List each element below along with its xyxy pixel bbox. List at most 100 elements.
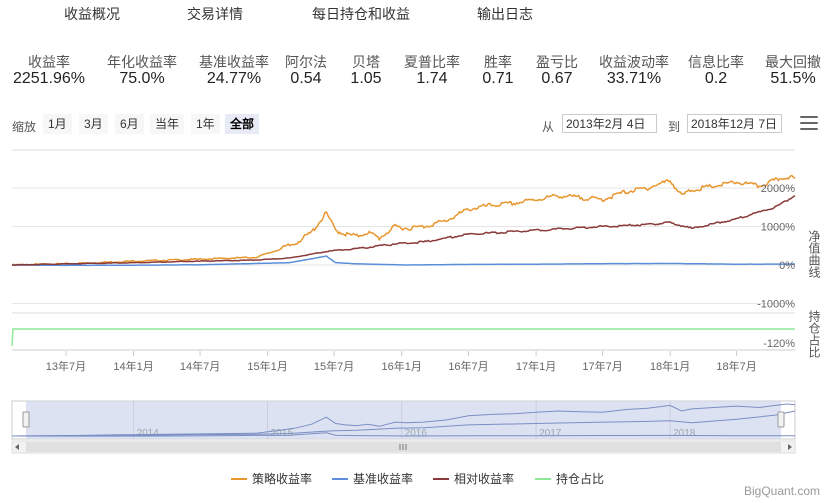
to-date-input[interactable]: 2018年12月 7日	[687, 114, 782, 133]
x-tick-label: 18年1月	[650, 359, 690, 373]
zoom-button-all[interactable]: 全部	[225, 114, 260, 134]
x-tick-label: 16年7月	[448, 359, 488, 373]
metric-label: 胜率	[484, 54, 512, 70]
metric-beta: 贝塔 1.05	[342, 52, 390, 88]
metric-value: 1.05	[350, 70, 382, 87]
to-label: 到	[668, 120, 681, 134]
navigator[interactable]: 2014 2015 2016 2017 2018	[11, 400, 796, 454]
legend-item-relative[interactable]: 相对收益率	[433, 470, 514, 487]
metric-value: 33.71%	[606, 70, 662, 87]
x-tick-label: 15年7月	[314, 359, 354, 373]
navigator-series-1	[11, 432, 795, 437]
zoom-label: 缩放	[12, 120, 37, 134]
tab-output-log[interactable]: 输出日志	[477, 6, 533, 22]
metric-sharpe: 夏普比率 1.74	[400, 52, 464, 88]
metric-alpha: 阿尔法 0.54	[280, 52, 332, 88]
metric-value: 75.0%	[119, 70, 165, 87]
metric-label: 基准收益率	[199, 54, 269, 70]
metric-volatility: 收益波动率 33.71%	[596, 52, 672, 88]
top-panel-ylabel: 净值曲线	[807, 230, 821, 278]
legend-swatch	[535, 477, 551, 480]
legend-label: 持仓占比	[556, 472, 605, 486]
metric-label: 信息比率	[688, 54, 744, 70]
metric-profit-loss-ratio: 盈亏比 0.67	[532, 52, 582, 88]
scroll-right-icon	[788, 444, 792, 450]
legend-label: 相对收益率	[454, 472, 515, 486]
series-line-1	[11, 255, 795, 267]
metric-label: 盈亏比	[536, 54, 578, 70]
zoom-button-1y[interactable]: 1年	[191, 114, 220, 134]
metric-label: 收益率	[28, 54, 70, 70]
metric-label: 收益波动率	[599, 54, 669, 70]
metric-value: 51.5%	[770, 70, 816, 87]
tab-return-overview[interactable]: 收益概况	[64, 6, 120, 22]
x-tick-label: 17年1月	[516, 359, 556, 373]
x-tick-label: 15年1月	[247, 359, 287, 373]
metric-annual-return: 年化收益率 75.0%	[100, 52, 184, 88]
metric-value: 2251.96%	[12, 70, 86, 87]
y-tick-label: -120%	[763, 338, 795, 350]
metric-max-drawdown: 最大回撤 51.5%	[760, 52, 826, 88]
metric-value: 1.74	[416, 70, 448, 87]
navigator-series-0	[11, 403, 796, 437]
navigator-left-handle[interactable]	[22, 411, 30, 428]
navigator-series-2	[11, 410, 796, 437]
tab-bar: 收益概况 交易详情 每日持仓和收益 输出日志	[0, 0, 835, 26]
legend-label: 基准收益率	[353, 472, 414, 486]
y-tick-label: -1000%	[757, 299, 795, 311]
zoom-button-ytd[interactable]: 当年	[150, 114, 185, 134]
tab-trade-details[interactable]: 交易详情	[187, 6, 243, 22]
metric-win-rate: 胜率 0.71	[476, 52, 520, 88]
x-tick-label: 13年7月	[46, 359, 86, 373]
bottom-panel: -120%	[11, 312, 795, 351]
tab-daily-positions[interactable]: 每日持仓和收益	[312, 6, 410, 22]
metric-info-ratio: 信息比率 0.2	[684, 52, 748, 88]
legend-item-strategy[interactable]: 策略收益率	[231, 470, 312, 487]
navigator-year-label: 2018	[673, 428, 696, 439]
metric-label: 最大回撤	[765, 54, 821, 70]
metric-value: 24.77%	[206, 70, 262, 87]
metric-value: 0.67	[541, 70, 573, 87]
series-line-0	[11, 174, 796, 266]
metric-benchmark-return: 基准收益率 24.77%	[192, 52, 276, 88]
from-date-input[interactable]: 2013年2月 4日	[562, 114, 657, 133]
zoom-button-3m[interactable]: 3月	[79, 114, 108, 134]
range-toolbar: 缩放 1月 3月 6月 当年 1年 全部 从 2013年2月 4日 到 2018…	[0, 113, 835, 137]
x-tick-label: 18年7月	[716, 359, 756, 373]
metric-label: 年化收益率	[107, 54, 177, 70]
position-line	[11, 328, 795, 347]
navigator-year-label: 2017	[539, 428, 562, 439]
y-tick-label: 1000%	[761, 222, 795, 234]
x-tick-label: 14年7月	[180, 359, 220, 373]
metric-value: 0.54	[290, 70, 322, 87]
metrics-row: 收益率 2251.96% 年化收益率 75.0% 基准收益率 24.77% 阿尔法 0.…	[0, 52, 835, 92]
navigator-right-handle[interactable]	[777, 411, 785, 428]
legend-swatch	[332, 477, 348, 480]
metric-label: 夏普比率	[404, 54, 460, 70]
metric-value: 0.2	[704, 70, 728, 87]
legend-label: 策略收益率	[252, 472, 313, 486]
zoom-button-6m[interactable]: 6月	[115, 114, 144, 134]
legend-item-benchmark[interactable]: 基准收益率	[332, 470, 413, 487]
navigator-year-label: 2014	[137, 428, 160, 439]
x-tick-label: 16年1月	[381, 359, 421, 373]
top-panel-grid	[12, 149, 795, 304]
navigator-year-label: 2016	[405, 428, 428, 439]
credit-link[interactable]: BigQuant.com	[744, 484, 821, 498]
chart-menu-button[interactable]	[800, 116, 818, 132]
from-label: 从	[542, 120, 555, 134]
x-axis-ticks: 13年7月 14年1月 14年7月 15年1月 15年7月 16年1月 16年7月 17年1月…	[46, 351, 757, 373]
metric-label: 阿尔法	[285, 54, 327, 70]
metric-label: 贝塔	[352, 54, 380, 70]
metric-return: 收益率 2251.96%	[10, 52, 88, 88]
scroll-left-icon	[15, 444, 19, 450]
x-tick-label: 14年1月	[113, 359, 153, 373]
legend-swatch	[231, 477, 247, 480]
legend-item-position[interactable]: 持仓占比	[535, 470, 604, 487]
series-line-2	[11, 195, 796, 266]
x-tick-label: 17年7月	[582, 359, 622, 373]
top-panel-series	[11, 174, 796, 267]
legend-swatch	[433, 477, 449, 480]
zoom-button-1m[interactable]: 1月	[43, 114, 72, 134]
